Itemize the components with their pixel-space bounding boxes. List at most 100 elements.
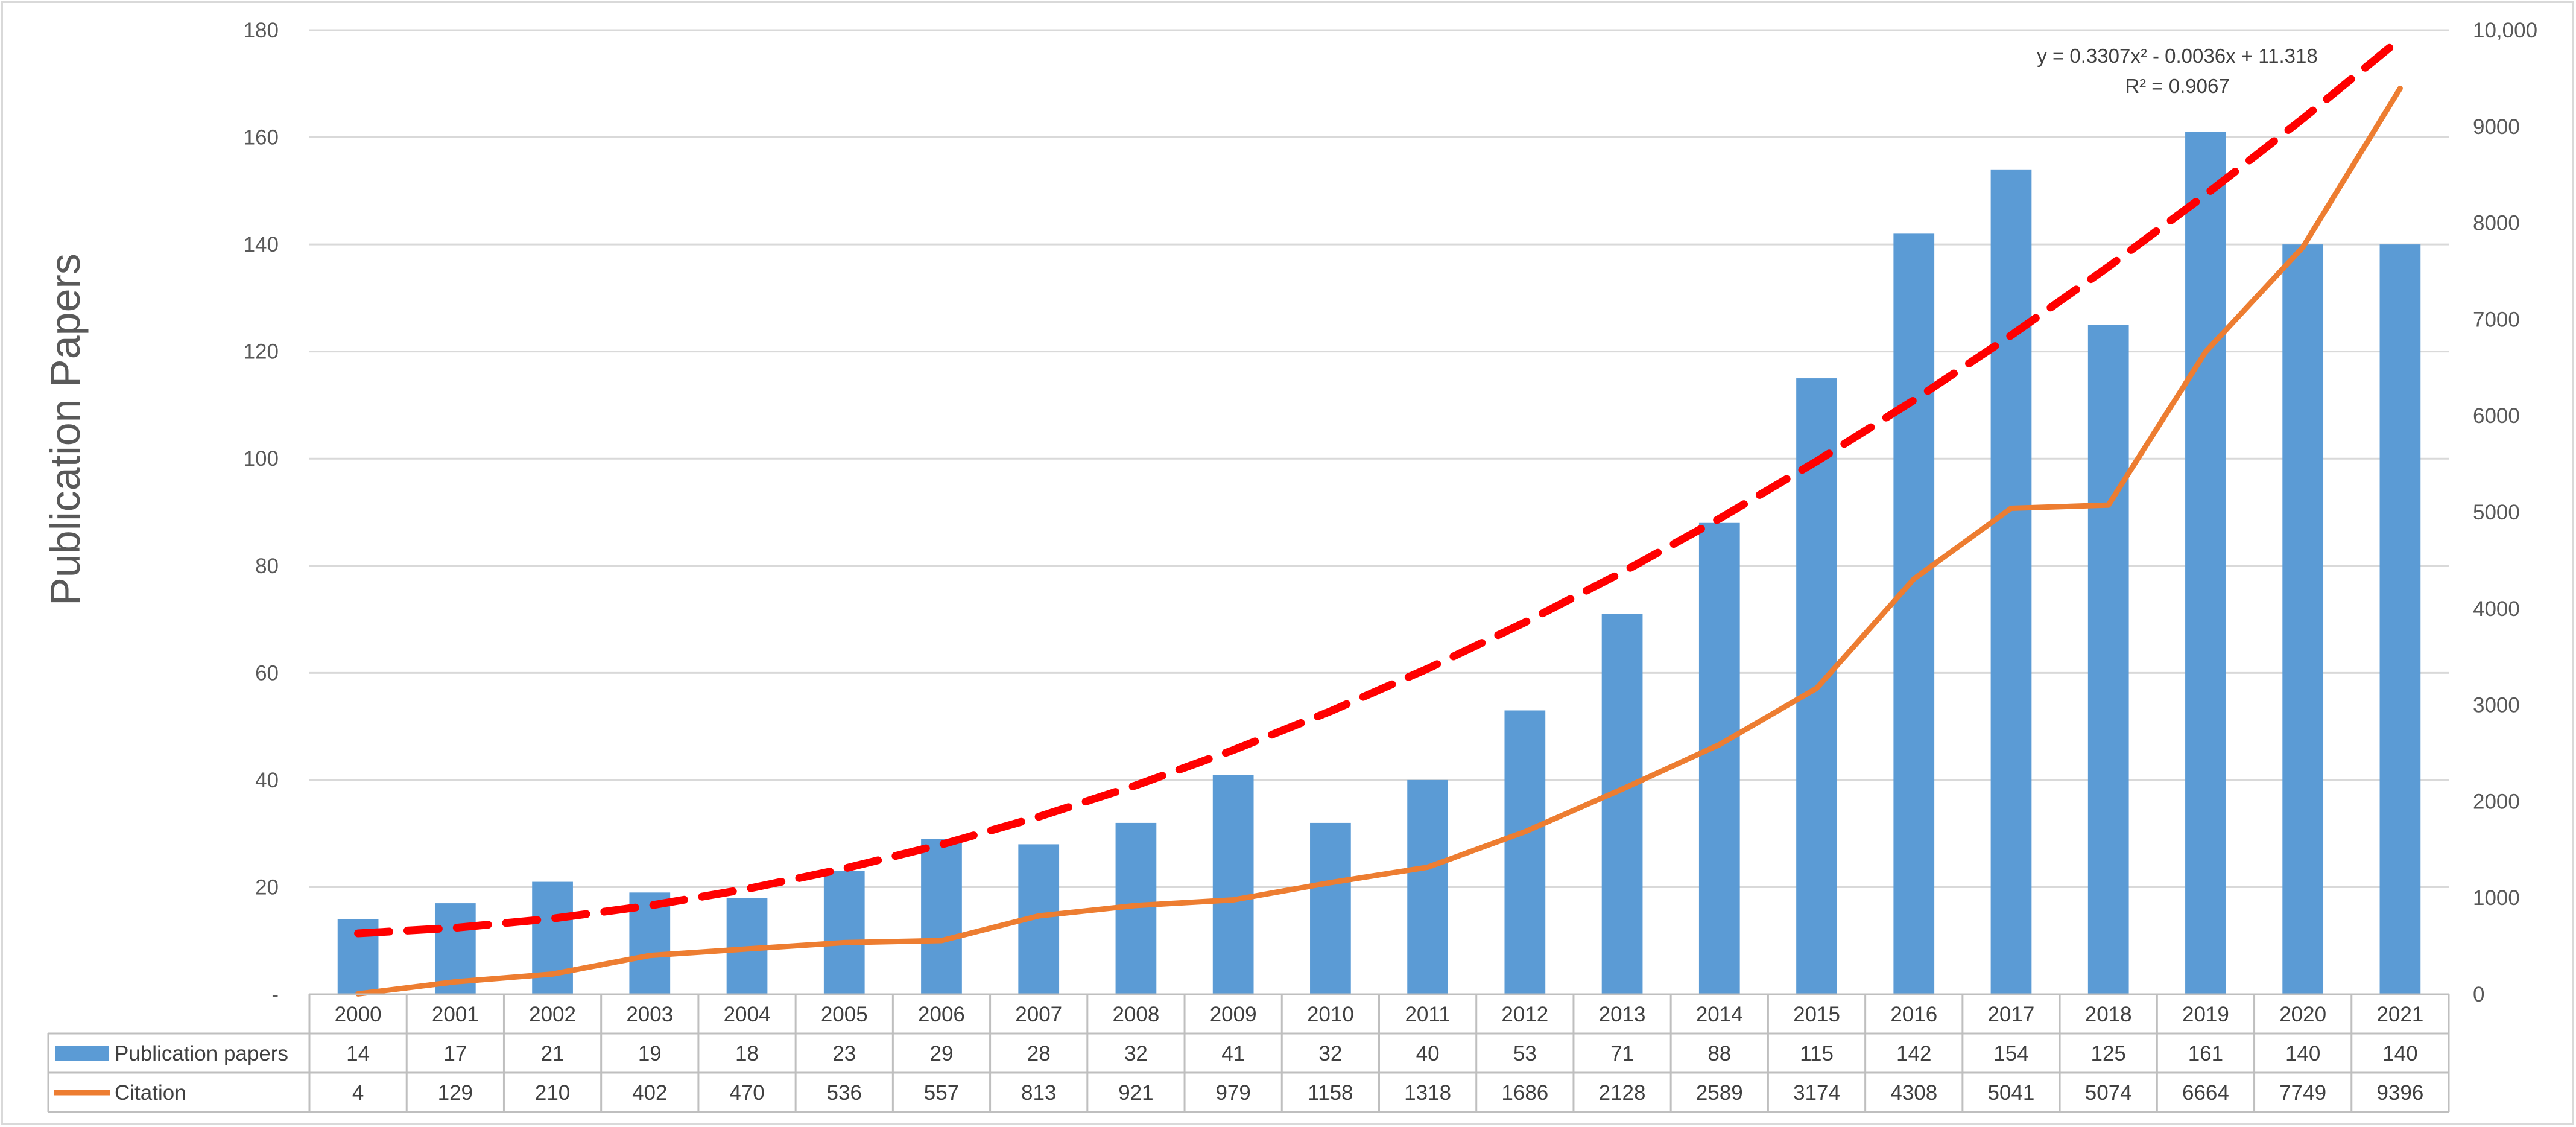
table-cell: 5074 (2085, 1081, 2132, 1105)
bar-2012 (1504, 710, 1546, 994)
table-cell: 23 (832, 1042, 856, 1065)
bar-2013 (1601, 614, 1643, 994)
left-tick-label: 60 (255, 661, 279, 685)
legend-label: Citation (115, 1081, 186, 1105)
bar-2014 (1698, 522, 1740, 994)
table-cell: 41 (1221, 1042, 1245, 1065)
table-cell: 402 (632, 1081, 667, 1105)
x-tick-label: 2007 (1015, 1003, 1062, 1026)
x-tick-label: 2014 (1696, 1003, 1743, 1026)
citation-line (355, 86, 2403, 997)
table-cell: 29 (930, 1042, 954, 1065)
table-cell: 140 (2382, 1042, 2417, 1065)
x-tick-label: 2017 (1988, 1003, 2035, 1026)
left-tick-label: 140 (244, 233, 279, 256)
table-cell: 71 (1610, 1042, 1634, 1065)
x-tick-label: 2012 (1501, 1003, 1548, 1026)
table-cell: 88 (1707, 1042, 1731, 1065)
table-cell: 3174 (1793, 1081, 1840, 1105)
bar-2021 (2379, 244, 2421, 995)
bar-2019 (2185, 132, 2226, 995)
table-cell: 154 (1993, 1042, 2028, 1065)
right-tick-label: 2000 (2473, 790, 2520, 813)
table-cell: 813 (1021, 1081, 1056, 1105)
table-cell: 6664 (2182, 1081, 2229, 1105)
x-tick-label: 2003 (626, 1003, 673, 1026)
table-cell: 115 (1800, 1042, 1834, 1065)
trendline (354, 35, 2404, 938)
table-cell: 9396 (2376, 1081, 2423, 1105)
right-tick-label: 0 (2473, 983, 2484, 1006)
table-cell: 17 (443, 1042, 467, 1065)
y-axis-title: Publication Papers (42, 253, 89, 606)
x-tick-label: 2018 (2085, 1003, 2132, 1026)
left-axis-ticks: - 20 40 60 80 100 120 140 160 180 (244, 19, 279, 1006)
table-cell: 32 (1124, 1042, 1148, 1065)
left-tick-label: 160 (244, 126, 279, 150)
bar-2016 (1893, 233, 1935, 994)
table-cell: 142 (1896, 1042, 1931, 1065)
table-cell: 1158 (1308, 1081, 1353, 1105)
table-cell: 1318 (1404, 1081, 1451, 1105)
line-series-citation (355, 86, 2403, 997)
bar-2020 (2282, 244, 2324, 995)
legend-label: Publication papers (115, 1042, 288, 1065)
right-tick-label: 9000 (2473, 115, 2520, 139)
table-cell: 18 (735, 1042, 759, 1065)
bar-2006 (921, 839, 962, 994)
gridlines (309, 29, 2449, 888)
x-tick-label: 2000 (335, 1003, 382, 1026)
table-cell: 5041 (1988, 1081, 2035, 1105)
table-cell: 32 (1318, 1042, 1342, 1065)
table-cell: 470 (729, 1081, 764, 1105)
x-tick-label: 2009 (1210, 1003, 1257, 1026)
trendline-equation: y = 0.3307x² - 0.0036x + 11.318 (2037, 45, 2317, 67)
x-tick-label: 2016 (1890, 1003, 1937, 1026)
right-tick-label: 6000 (2473, 404, 2520, 428)
right-tick-label: 3000 (2473, 694, 2520, 717)
table-cell: 53 (1513, 1042, 1537, 1065)
table-cell: 125 (2091, 1042, 2126, 1065)
table-cell: 921 (1118, 1081, 1153, 1105)
right-tick-label: 1000 (2473, 886, 2520, 910)
left-tick-label: 40 (255, 769, 279, 792)
x-tick-label: 2006 (918, 1003, 965, 1026)
legend-key-bar (55, 1046, 109, 1061)
table-cell: 557 (924, 1081, 959, 1105)
table-cell: 7749 (2279, 1081, 2326, 1105)
right-tick-label: 4000 (2473, 597, 2520, 621)
table-cell: 19 (638, 1042, 662, 1065)
right-tick-label: 8000 (2473, 212, 2520, 235)
x-tick-label: 2001 (432, 1003, 479, 1026)
bar-2011 (1407, 779, 1448, 994)
left-tick-label: 80 (255, 554, 279, 578)
right-tick-label: 10,000 (2473, 19, 2537, 42)
left-tick-label: 180 (244, 19, 279, 42)
bar-2018 (2087, 325, 2129, 994)
left-tick-label: 100 (244, 447, 279, 471)
table-cell: 161 (2188, 1042, 2223, 1065)
x-tick-label: 2019 (2182, 1003, 2229, 1026)
x-tick-label: 2010 (1307, 1003, 1354, 1026)
table-cell: 4 (352, 1081, 364, 1105)
bar-2010 (1310, 822, 1351, 994)
table-cell: 210 (535, 1081, 570, 1105)
left-tick-label: - (271, 983, 279, 1006)
table-cell: 979 (1215, 1081, 1250, 1105)
x-tick-label: 2020 (2279, 1003, 2326, 1026)
x-tick-label: 2011 (1405, 1003, 1450, 1026)
table-cell: 28 (1027, 1042, 1051, 1065)
table-cell: 129 (438, 1081, 473, 1105)
data-table: 2000 2001 2002 2003 2004 2005 2006 2007 2008 2009… (47, 993, 2450, 1113)
bar-series-publication-papers (337, 132, 2421, 995)
right-axis-ticks: 0 1000 2000 3000 4000 5000 6000 7000 8000 9000 10,… (2473, 19, 2537, 1006)
bar-2005 (823, 871, 865, 994)
x-tick-label: 2015 (1793, 1003, 1840, 1026)
right-tick-label: 7000 (2473, 308, 2520, 331)
x-tick-label: 2021 (2376, 1003, 2423, 1026)
table-cell: 2128 (1599, 1081, 1646, 1105)
x-tick-label: 2013 (1599, 1003, 1646, 1026)
table-cell: 140 (2285, 1042, 2320, 1065)
table-cell: 40 (1416, 1042, 1440, 1065)
left-tick-label: 20 (255, 875, 279, 899)
